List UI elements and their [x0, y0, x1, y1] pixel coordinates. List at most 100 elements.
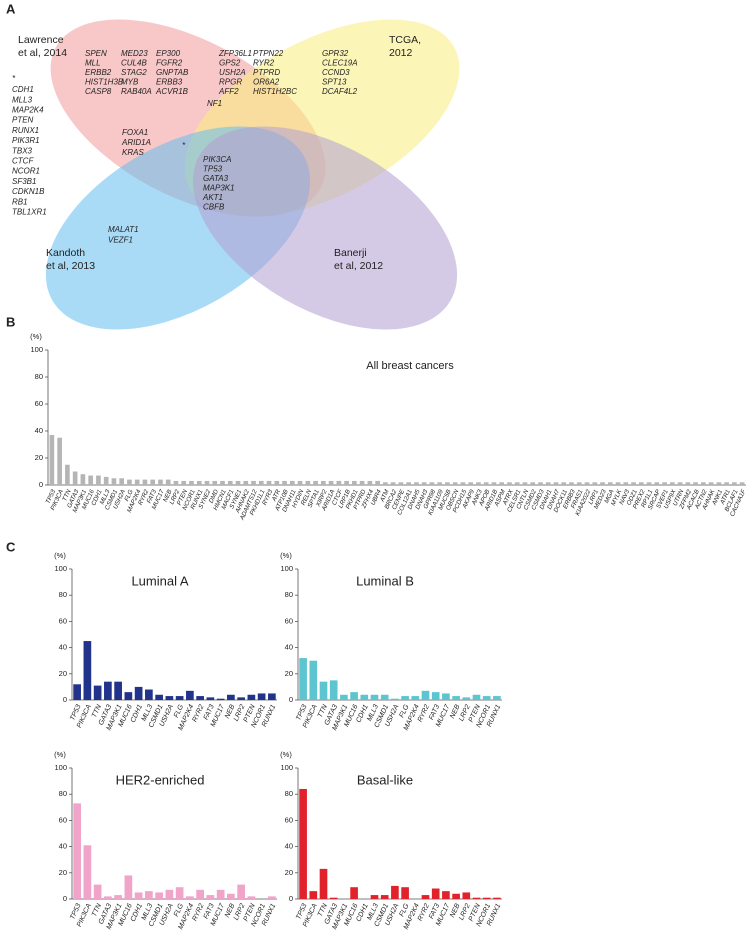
gene: GNPTAB: [156, 68, 189, 77]
bar: [196, 480, 202, 485]
gene: PTEN: [12, 116, 34, 125]
bar: [499, 482, 505, 485]
gene: AKT1: [202, 193, 223, 202]
gene: ARID1A: [121, 138, 151, 147]
bar: [383, 482, 388, 485]
bar: [134, 892, 143, 899]
bar: [482, 897, 491, 899]
y-tick-label: 0: [39, 480, 43, 489]
bar: [134, 686, 143, 700]
bar: [186, 690, 194, 700]
gene: MALAT1: [108, 225, 139, 234]
chart-title: Basal-like: [357, 772, 413, 787]
y-tick-label: 40: [285, 842, 293, 851]
gene: MAP3K1: [203, 184, 235, 193]
bar: [196, 696, 204, 700]
bar: [350, 887, 358, 899]
gene: RUNX1: [12, 126, 39, 135]
bar: [309, 660, 318, 700]
y-tick-label: 40: [59, 842, 67, 851]
bar: [370, 895, 379, 899]
gene: RYR2: [253, 59, 275, 68]
gene: MAP2K4: [12, 106, 44, 115]
y-tick-label: 100: [54, 763, 67, 772]
bar: [251, 480, 256, 485]
gene: TP53: [203, 165, 223, 174]
bar: [600, 482, 605, 485]
bar: [282, 480, 287, 485]
bar: [73, 684, 81, 700]
bar: [390, 482, 396, 485]
bar: [507, 482, 512, 485]
bar: [104, 896, 112, 899]
gene: STAG2: [121, 68, 147, 77]
bar: [96, 475, 101, 485]
bar: [124, 875, 133, 899]
bar: [592, 482, 598, 485]
panel-label: B: [6, 314, 15, 329]
bar: [716, 482, 722, 485]
x-tick-label: TTN: [61, 488, 73, 502]
bar: [274, 480, 280, 485]
bar: [181, 480, 187, 485]
bar: [514, 482, 520, 485]
bar: [421, 895, 430, 899]
bar: [196, 889, 204, 899]
bar: [175, 887, 184, 899]
y-tick-label: 60: [59, 815, 67, 824]
gene: CASP8: [85, 87, 112, 96]
bar: [732, 482, 737, 485]
bar: [124, 692, 133, 700]
y-tick-label: 80: [59, 789, 67, 798]
gene: TBX3: [12, 146, 33, 155]
y-tick-label: 40: [285, 643, 293, 652]
bar: [401, 696, 409, 700]
gene: MLL3: [12, 95, 33, 104]
bar: [411, 696, 420, 700]
bar: [73, 803, 81, 899]
bar: [165, 479, 171, 485]
bar: [352, 480, 357, 485]
gene: SF3B1: [12, 177, 36, 186]
bar: [452, 893, 460, 899]
bar: [662, 482, 667, 485]
bar: [319, 681, 328, 700]
bar: [739, 482, 745, 485]
bar: [175, 696, 184, 700]
bar: [165, 889, 174, 899]
bar: [460, 482, 466, 485]
bar: [65, 464, 70, 485]
bar: [452, 696, 460, 700]
y-axis-label: (%): [280, 750, 292, 759]
set-label: Kandoth: [46, 247, 85, 259]
bar: [638, 482, 644, 485]
bar: [685, 482, 691, 485]
gene: SPT13: [322, 78, 347, 87]
bar: [398, 482, 404, 485]
bar: [359, 480, 365, 485]
gene: RPGR: [219, 78, 242, 87]
gene: SPEN: [85, 49, 107, 58]
bar: [134, 479, 140, 485]
gene: MYB: [121, 78, 139, 87]
bar: [329, 680, 338, 700]
set-label: et al, 2012: [334, 260, 383, 272]
bar: [319, 868, 328, 899]
gene: CCND3: [322, 68, 350, 77]
bar: [204, 480, 210, 485]
bar: [553, 482, 559, 485]
bar: [111, 478, 117, 485]
bar: [476, 482, 481, 485]
bar: [482, 696, 491, 700]
bar: [49, 435, 55, 485]
chart-title: Luminal B: [356, 573, 414, 588]
bar: [72, 471, 78, 485]
bar: [299, 658, 307, 700]
bar: [545, 482, 551, 485]
bar: [145, 891, 153, 899]
bar: [522, 482, 528, 485]
bar: [344, 480, 349, 485]
y-tick-label: 20: [35, 453, 43, 462]
bar: [142, 479, 148, 485]
bar: [206, 895, 215, 899]
